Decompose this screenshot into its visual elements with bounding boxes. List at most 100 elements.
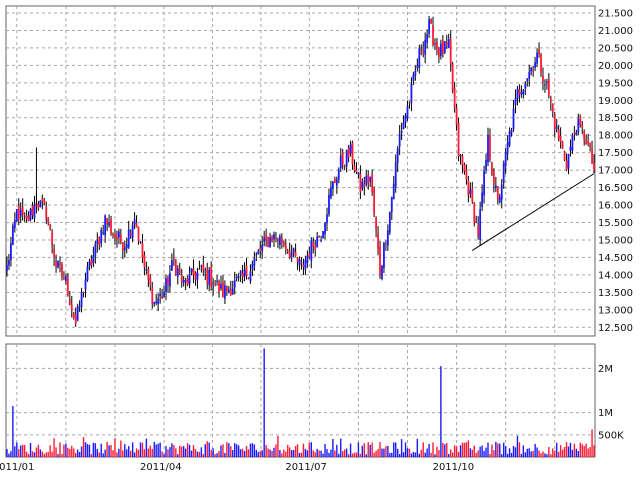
candle-body [80,292,83,307]
volume-bar [18,449,20,457]
candle-body [430,19,432,24]
volume-bar [290,450,293,457]
candle-body [139,241,142,243]
candle-body [214,284,216,286]
candle-body [247,277,250,279]
volume-bar [192,445,195,457]
candle-body [96,240,99,244]
volume-bar [389,453,391,457]
volume-bar [57,454,59,457]
volume-bar [232,449,234,457]
volume-bar [406,448,409,457]
candle-body [55,260,57,267]
candle-body [218,280,220,292]
candle-body [451,63,454,91]
volume-bar [263,348,265,457]
candle-body [383,242,385,269]
candle-body [477,224,480,237]
volume-bar [80,446,83,457]
volume-bar [467,440,470,457]
volume-bar [157,443,159,457]
candle-body [15,209,18,222]
candle-body [239,271,242,274]
volume-bar [550,454,552,457]
volume-bar [257,452,259,457]
candle-body [386,230,389,246]
volume-bar [548,447,550,457]
volume-bar [332,439,334,457]
candle-body [68,299,71,305]
volume-bar [190,450,193,457]
volume-bar [8,453,10,457]
candle-body [106,218,109,225]
volume-bar [589,447,591,457]
price-tick-label: 18.000 [598,131,633,142]
volume-bar [569,442,572,457]
candle-body [396,148,399,164]
price-panel: 12.500 13.000 13.500 14.000 14.500 15.000 15.5… [5,5,633,337]
volume-bar [306,450,309,457]
candle-body [551,103,554,113]
candle-body [64,276,67,282]
candle-body [290,253,293,258]
candle-body [439,43,442,56]
x-tick-label: 2011/07 [285,462,327,473]
candle-body [445,42,448,45]
volume-bar [147,448,150,457]
volume-bar [129,450,132,457]
candle-body [245,266,248,277]
volume-bar [289,447,291,457]
candle-body [302,264,305,267]
candle-body [559,135,562,142]
candle-body [593,162,595,171]
volume-bar [495,441,497,457]
volume-bar [383,448,385,457]
volume-bar [212,448,214,457]
candle-body [45,206,48,219]
price-tick-label: 12.500 [598,323,633,334]
candle-body [549,98,552,103]
candle-body [365,175,368,185]
volume-bar [220,445,222,457]
candle-body [102,232,105,234]
candle-body [426,34,429,43]
volume-bar [424,452,426,457]
volume-bar [461,442,464,457]
candle-body [119,234,122,242]
volume-bar [90,453,93,457]
volume-bar [583,446,585,457]
candle-body [17,205,20,220]
volume-bar [112,450,114,457]
volume-bar [330,449,332,457]
volume-bar [342,451,344,457]
volume-bar [312,450,314,457]
candle-body [449,38,452,64]
volume-bar [86,444,89,457]
candle-body [172,257,175,260]
volume-bar [398,454,401,457]
candle-body [330,187,332,198]
candle-body [314,245,317,250]
candle-body [257,250,260,255]
volume-bar [35,447,38,457]
candle-body [540,54,542,73]
candle-body [243,269,246,277]
volume-bar [518,442,521,457]
volume-bar [241,448,244,457]
volume-bar [51,451,53,457]
candle-body [500,184,503,200]
candle-body [408,102,411,104]
price-tick-label: 16.500 [598,183,633,194]
candle-body [145,268,148,271]
volume-bar [84,442,87,457]
volume-bar [536,447,538,457]
candle-body [108,222,110,226]
volume-bar [281,453,283,457]
candle-body [104,215,107,236]
volume-bar [469,448,472,457]
candle-body [514,98,517,106]
candle-body [23,213,26,215]
candle-body [381,265,383,279]
candle-body [575,132,578,136]
